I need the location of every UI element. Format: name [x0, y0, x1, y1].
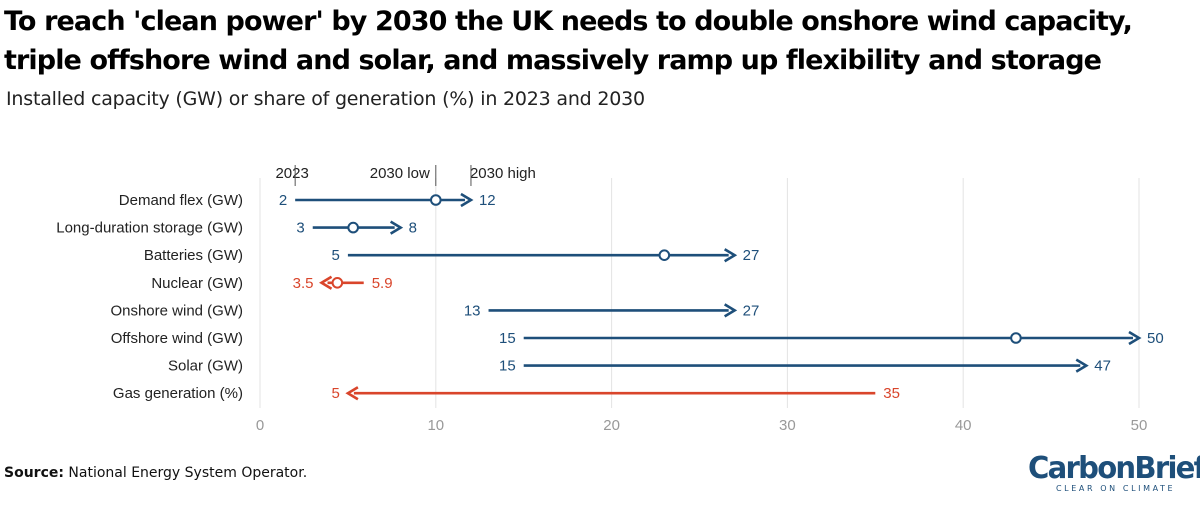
x-tick-label: 0 — [256, 417, 264, 434]
data-label-2023: 2 — [279, 192, 287, 209]
row-label: Nuclear (GW) — [151, 275, 243, 292]
data-label-2023: 13 — [464, 302, 481, 319]
data-label-2030: 27 — [743, 302, 760, 319]
chart-subtitle: Installed capacity (GW) or share of gene… — [6, 88, 645, 110]
legend-label: 2030 low — [370, 165, 430, 182]
data-label-2030: 8 — [409, 220, 417, 237]
legend-label: 2023 — [275, 165, 308, 182]
row-label: Onshore wind (GW) — [110, 302, 243, 319]
low-2030-marker — [347, 221, 359, 234]
data-label-2023: 3 — [296, 220, 304, 237]
row-label: Gas generation (%) — [113, 385, 243, 402]
data-label-2030: 27 — [743, 247, 760, 264]
arrowhead — [1075, 358, 1089, 373]
x-tick-label: 30 — [779, 417, 796, 434]
arrowhead — [1128, 330, 1142, 346]
data-label-2023: 15 — [499, 330, 516, 347]
x-tick-label: 10 — [427, 417, 444, 434]
arrowhead — [345, 386, 359, 401]
data-label-2030: 50 — [1147, 330, 1164, 347]
logo-tagline: CLEAR ON CLIMATE — [1056, 484, 1176, 493]
source-text: National Energy System Operator. — [63, 465, 308, 481]
arrowhead — [723, 248, 738, 263]
data-label-2023: 15 — [499, 358, 516, 375]
x-tick-label: 20 — [603, 417, 620, 434]
source-note: Source: National Energy System Operator. — [4, 465, 307, 481]
data-label-2023: 35 — [883, 385, 900, 402]
row-label: Batteries (GW) — [144, 247, 243, 264]
chart-title: To reach 'clean power' by 2030 the UK ne… — [4, 2, 1199, 80]
chart-title-line-2: triple offshore wind and solar, and mass… — [4, 45, 1102, 76]
data-label-2023: 5 — [332, 247, 340, 264]
legend-label: 2030 high — [470, 165, 536, 182]
x-tick-label: 40 — [955, 417, 972, 434]
low-2030-marker — [430, 194, 442, 206]
data-label-2030: 12 — [479, 192, 496, 209]
low-2030-marker — [331, 277, 344, 289]
chart-title-line-1: To reach 'clean power' by 2030 the UK ne… — [4, 6, 1133, 37]
row-label: Demand flex (GW) — [119, 192, 243, 209]
low-2030-marker — [1010, 332, 1022, 344]
low-2030-marker — [658, 249, 671, 261]
row-label: Long-duration storage (GW) — [56, 220, 243, 237]
arrowhead — [319, 275, 333, 290]
logo-wordmark: CarbonBrief — [1028, 451, 1200, 486]
arrowhead — [460, 192, 474, 208]
arrowhead — [723, 303, 738, 318]
source-label: Source: — [4, 465, 64, 481]
arrowhead — [389, 220, 404, 235]
data-label-2023: 5.9 — [372, 275, 393, 292]
data-label-2030: 3.5 — [293, 275, 314, 292]
x-tick-label: 50 — [1131, 417, 1148, 434]
data-label-2030: 5 — [332, 385, 340, 402]
row-label: Offshore wind (GW) — [111, 330, 243, 347]
carbonbrief-logo: CarbonBrief CLEAR ON CLIMATE — [1028, 451, 1200, 504]
row-label: Solar (GW) — [168, 358, 243, 375]
data-label-2030: 47 — [1094, 358, 1111, 375]
